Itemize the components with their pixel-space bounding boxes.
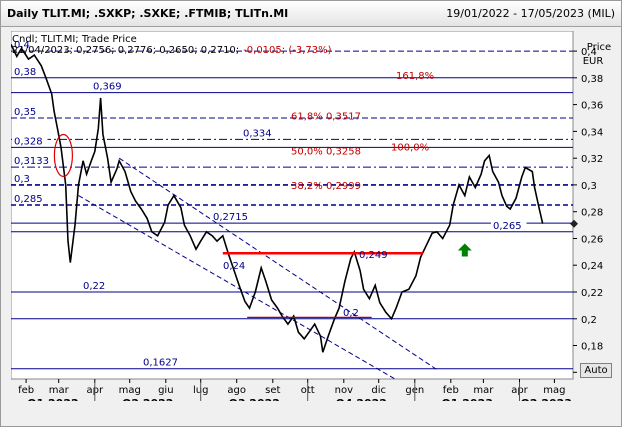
- y-tick-label: 0,32: [581, 154, 603, 165]
- x-tick-label: feb: [18, 385, 34, 396]
- level-label: 0,3: [14, 174, 30, 185]
- level-label-bg: [12, 171, 35, 184]
- level-label-bg: [12, 134, 48, 147]
- x-tick-label: mag: [119, 385, 141, 396]
- level-label: 0,285: [14, 194, 43, 205]
- level-label-bg: [491, 218, 527, 231]
- level-label: 0,38: [14, 67, 36, 78]
- level-label: 0,2715: [213, 212, 248, 223]
- level-label-bg: [211, 210, 253, 223]
- level-label: 0,1627: [143, 358, 178, 369]
- date-range: 19/01/2022 - 17/05/2023 (MIL): [446, 7, 615, 20]
- quarter-label: Q1 2023: [441, 397, 492, 401]
- y-tick-label: 0,3: [581, 181, 597, 192]
- level-label: 0,4: [14, 40, 30, 51]
- fib-label: 38,2% 0,2999: [291, 181, 361, 192]
- fib-label: 61,8% 0,3517: [291, 111, 361, 122]
- quarter-label: Q2 2022: [122, 397, 173, 401]
- x-tick-label: set: [265, 385, 280, 396]
- last-price-marker: [570, 219, 578, 228]
- y-tick-label: 0,22: [581, 288, 603, 299]
- legend-line-1: Cndl; TLIT.MI; Trade Price: [12, 34, 137, 45]
- quarter-label: Q1 2022: [27, 397, 78, 401]
- level-label-bg: [12, 154, 54, 167]
- level-label: 0,22: [83, 281, 105, 292]
- level-label-bg: [81, 279, 111, 291]
- y-tick-label: 0,28: [581, 208, 603, 219]
- y-tick-label: 0,34: [581, 127, 603, 138]
- x-tick-label: mar: [49, 385, 70, 396]
- level-label: 0,334: [243, 128, 272, 139]
- x-tick-label: mar: [473, 385, 494, 396]
- level-label-bg: [341, 305, 364, 318]
- fib-label: 50,0% 0,3258: [291, 146, 361, 157]
- fib-label: 100,0%: [391, 143, 429, 154]
- level-label: 0,3133: [14, 156, 49, 167]
- level-label-bg: [12, 105, 42, 117]
- level-label-bg: [12, 38, 35, 51]
- y-tick-label: 0,4: [581, 47, 597, 58]
- level-label: 0,328: [14, 136, 43, 147]
- x-tick-label: ago: [227, 385, 246, 396]
- y-tick-label: 0,24: [581, 261, 603, 272]
- level-label-bg: [12, 64, 42, 77]
- quarter-label: Q2 2023: [521, 397, 572, 401]
- quarter-label: Q3 2022: [228, 397, 279, 401]
- x-tick-label: dic: [371, 385, 386, 396]
- y-tick-label: 0,2: [581, 315, 597, 326]
- legend-line-2: 21/04/2023; 0,2756; 0,2776; 0,2650; 0,27…: [12, 45, 332, 56]
- level-label-bg: [12, 192, 48, 204]
- y-axis-title: Price: [587, 42, 611, 53]
- trend-channel-line: [78, 195, 396, 380]
- level-label: 0,35: [14, 107, 36, 118]
- x-tick-label: mag: [543, 385, 565, 396]
- level-label-bg: [241, 126, 277, 139]
- level-label-bg: [141, 355, 183, 368]
- price-chart[interactable]: 0,40,380,3690,350,3340,3280,31330,30,285…: [11, 31, 611, 401]
- quarter-label: Q4 2022: [336, 397, 387, 401]
- x-tick-label: nov: [335, 385, 353, 396]
- price-series-line: [11, 44, 544, 353]
- x-tick-label: feb: [443, 385, 459, 396]
- level-label: 0,369: [93, 82, 122, 93]
- auto-scale-button[interactable]: Auto: [580, 363, 612, 378]
- y-axis-unit: EUR: [583, 56, 604, 67]
- title-bar: Daily TLIT.MI; .SXKP; .SXKE; .FTMIB; TLI…: [1, 1, 621, 27]
- support-label: 0,249: [359, 250, 388, 261]
- x-tick-label: giu: [158, 385, 173, 396]
- level-label-bg: [91, 79, 127, 92]
- y-tick-label: 0,36: [581, 101, 603, 112]
- y-tick-label: 0,26: [581, 235, 603, 246]
- highlight-ellipse: [53, 133, 74, 178]
- green-arrow-icon: [457, 243, 472, 257]
- chart-title: Daily TLIT.MI; .SXKP; .SXKE; .FTMIB; TLI…: [7, 7, 289, 20]
- fib-label: 161,8%: [396, 71, 434, 82]
- level-label: 0,265: [493, 221, 522, 232]
- y-tick-label: 0,38: [581, 74, 603, 85]
- support-low-label: 0,24: [223, 261, 245, 272]
- y-tick-label: 0,18: [581, 342, 603, 353]
- level-label: 0,2: [343, 308, 359, 319]
